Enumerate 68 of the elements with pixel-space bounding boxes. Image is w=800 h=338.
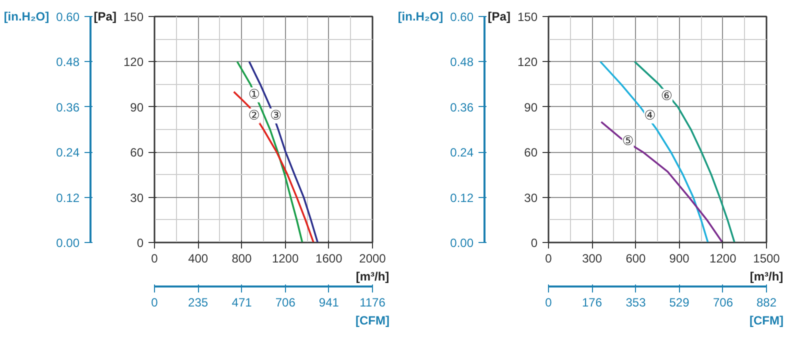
x2-tick-label: 529	[669, 296, 690, 310]
x2-tick-label: 706	[275, 296, 296, 310]
x-axis-title: [m³/h]	[750, 270, 784, 284]
x-tick-label: 1600	[316, 252, 343, 266]
annotation: ⑥	[660, 88, 672, 104]
y-tick-label: 60	[524, 146, 538, 160]
x-tick-label: 2000	[359, 252, 386, 266]
x2-tick-label: 882	[756, 296, 777, 310]
y2-tick-label: 0.36	[450, 100, 474, 114]
y2-tick-label: 0.12	[450, 190, 474, 205]
line-series	[236, 60, 304, 242]
x2-tick-label: 235	[188, 296, 208, 310]
annotation: ④	[644, 108, 656, 124]
x-tick-label: 300	[582, 252, 602, 266]
annotation: ⑤	[622, 134, 634, 150]
x2-axis-title: [CFM]	[356, 314, 390, 328]
x2-axis-title: [CFM]	[750, 314, 784, 328]
y2-tick-label: 0.24	[450, 146, 474, 160]
x2-tick-label: 706	[712, 296, 734, 310]
x-tick-label: 400	[188, 252, 208, 266]
line-series	[600, 121, 724, 242]
annotation: ②	[248, 108, 260, 124]
x2-tick-label: 941	[318, 296, 340, 310]
x-tick-label: 0	[151, 252, 158, 266]
y-axis-title: [Pa]	[488, 10, 510, 24]
y-tick-label: 150	[123, 10, 144, 24]
x2-tick-label: 0	[545, 296, 552, 310]
x-tick-label: 1500	[753, 252, 780, 266]
x2-tick-label: 1176	[360, 296, 386, 310]
y2-tick-label: 0.36	[56, 100, 80, 114]
line-series	[634, 60, 736, 242]
x-tick-label: 0	[545, 252, 552, 266]
line-series	[232, 90, 314, 242]
x2-tick-label: 471	[232, 296, 252, 310]
y-tick-label: 150	[517, 10, 538, 24]
y2-tick-label: 0.48	[56, 55, 80, 70]
x-tick-label: 1200	[272, 252, 299, 266]
y-tick-label: 120	[517, 55, 538, 70]
x-tick-label: 600	[626, 252, 646, 266]
y-axis-title: [Pa]	[94, 10, 116, 24]
y2-axis-title: [in.H₂O]	[398, 10, 444, 24]
y2-tick-label: 0.60	[450, 10, 474, 24]
y-tick-label: 30	[130, 190, 144, 205]
y2-tick-label: 0.60	[56, 10, 80, 24]
y-tick-label: 120	[123, 55, 144, 70]
x-tick-label: 900	[669, 252, 690, 266]
y-tick-label: 0	[136, 236, 144, 250]
line-series	[248, 60, 319, 242]
y-tick-label: 0	[530, 236, 538, 250]
y2-tick-label: 0.00	[450, 236, 474, 250]
line-series	[599, 60, 709, 242]
y-tick-label: 60	[130, 146, 144, 160]
y2-tick-label: 0.12	[56, 190, 80, 205]
x2-tick-label: 353	[626, 296, 646, 310]
x-axis-title: [m³/h]	[356, 270, 390, 284]
x2-tick-label: 176	[582, 296, 602, 310]
y2-tick-label: 0.00	[56, 236, 80, 250]
y2-tick-label: 0.48	[450, 55, 474, 70]
y2-tick-label: 0.24	[56, 146, 80, 160]
y2-axis-title: [in.H₂O]	[4, 10, 50, 24]
y-tick-label: 90	[524, 100, 538, 114]
y-tick-label: 90	[130, 100, 144, 114]
x-tick-label: 1200	[710, 252, 737, 266]
x2-tick-label: 0	[151, 296, 158, 310]
annotation: ①	[248, 87, 260, 102]
x-tick-label: 800	[232, 252, 252, 266]
annotation: ③	[270, 108, 282, 124]
y-tick-label: 30	[524, 190, 538, 205]
